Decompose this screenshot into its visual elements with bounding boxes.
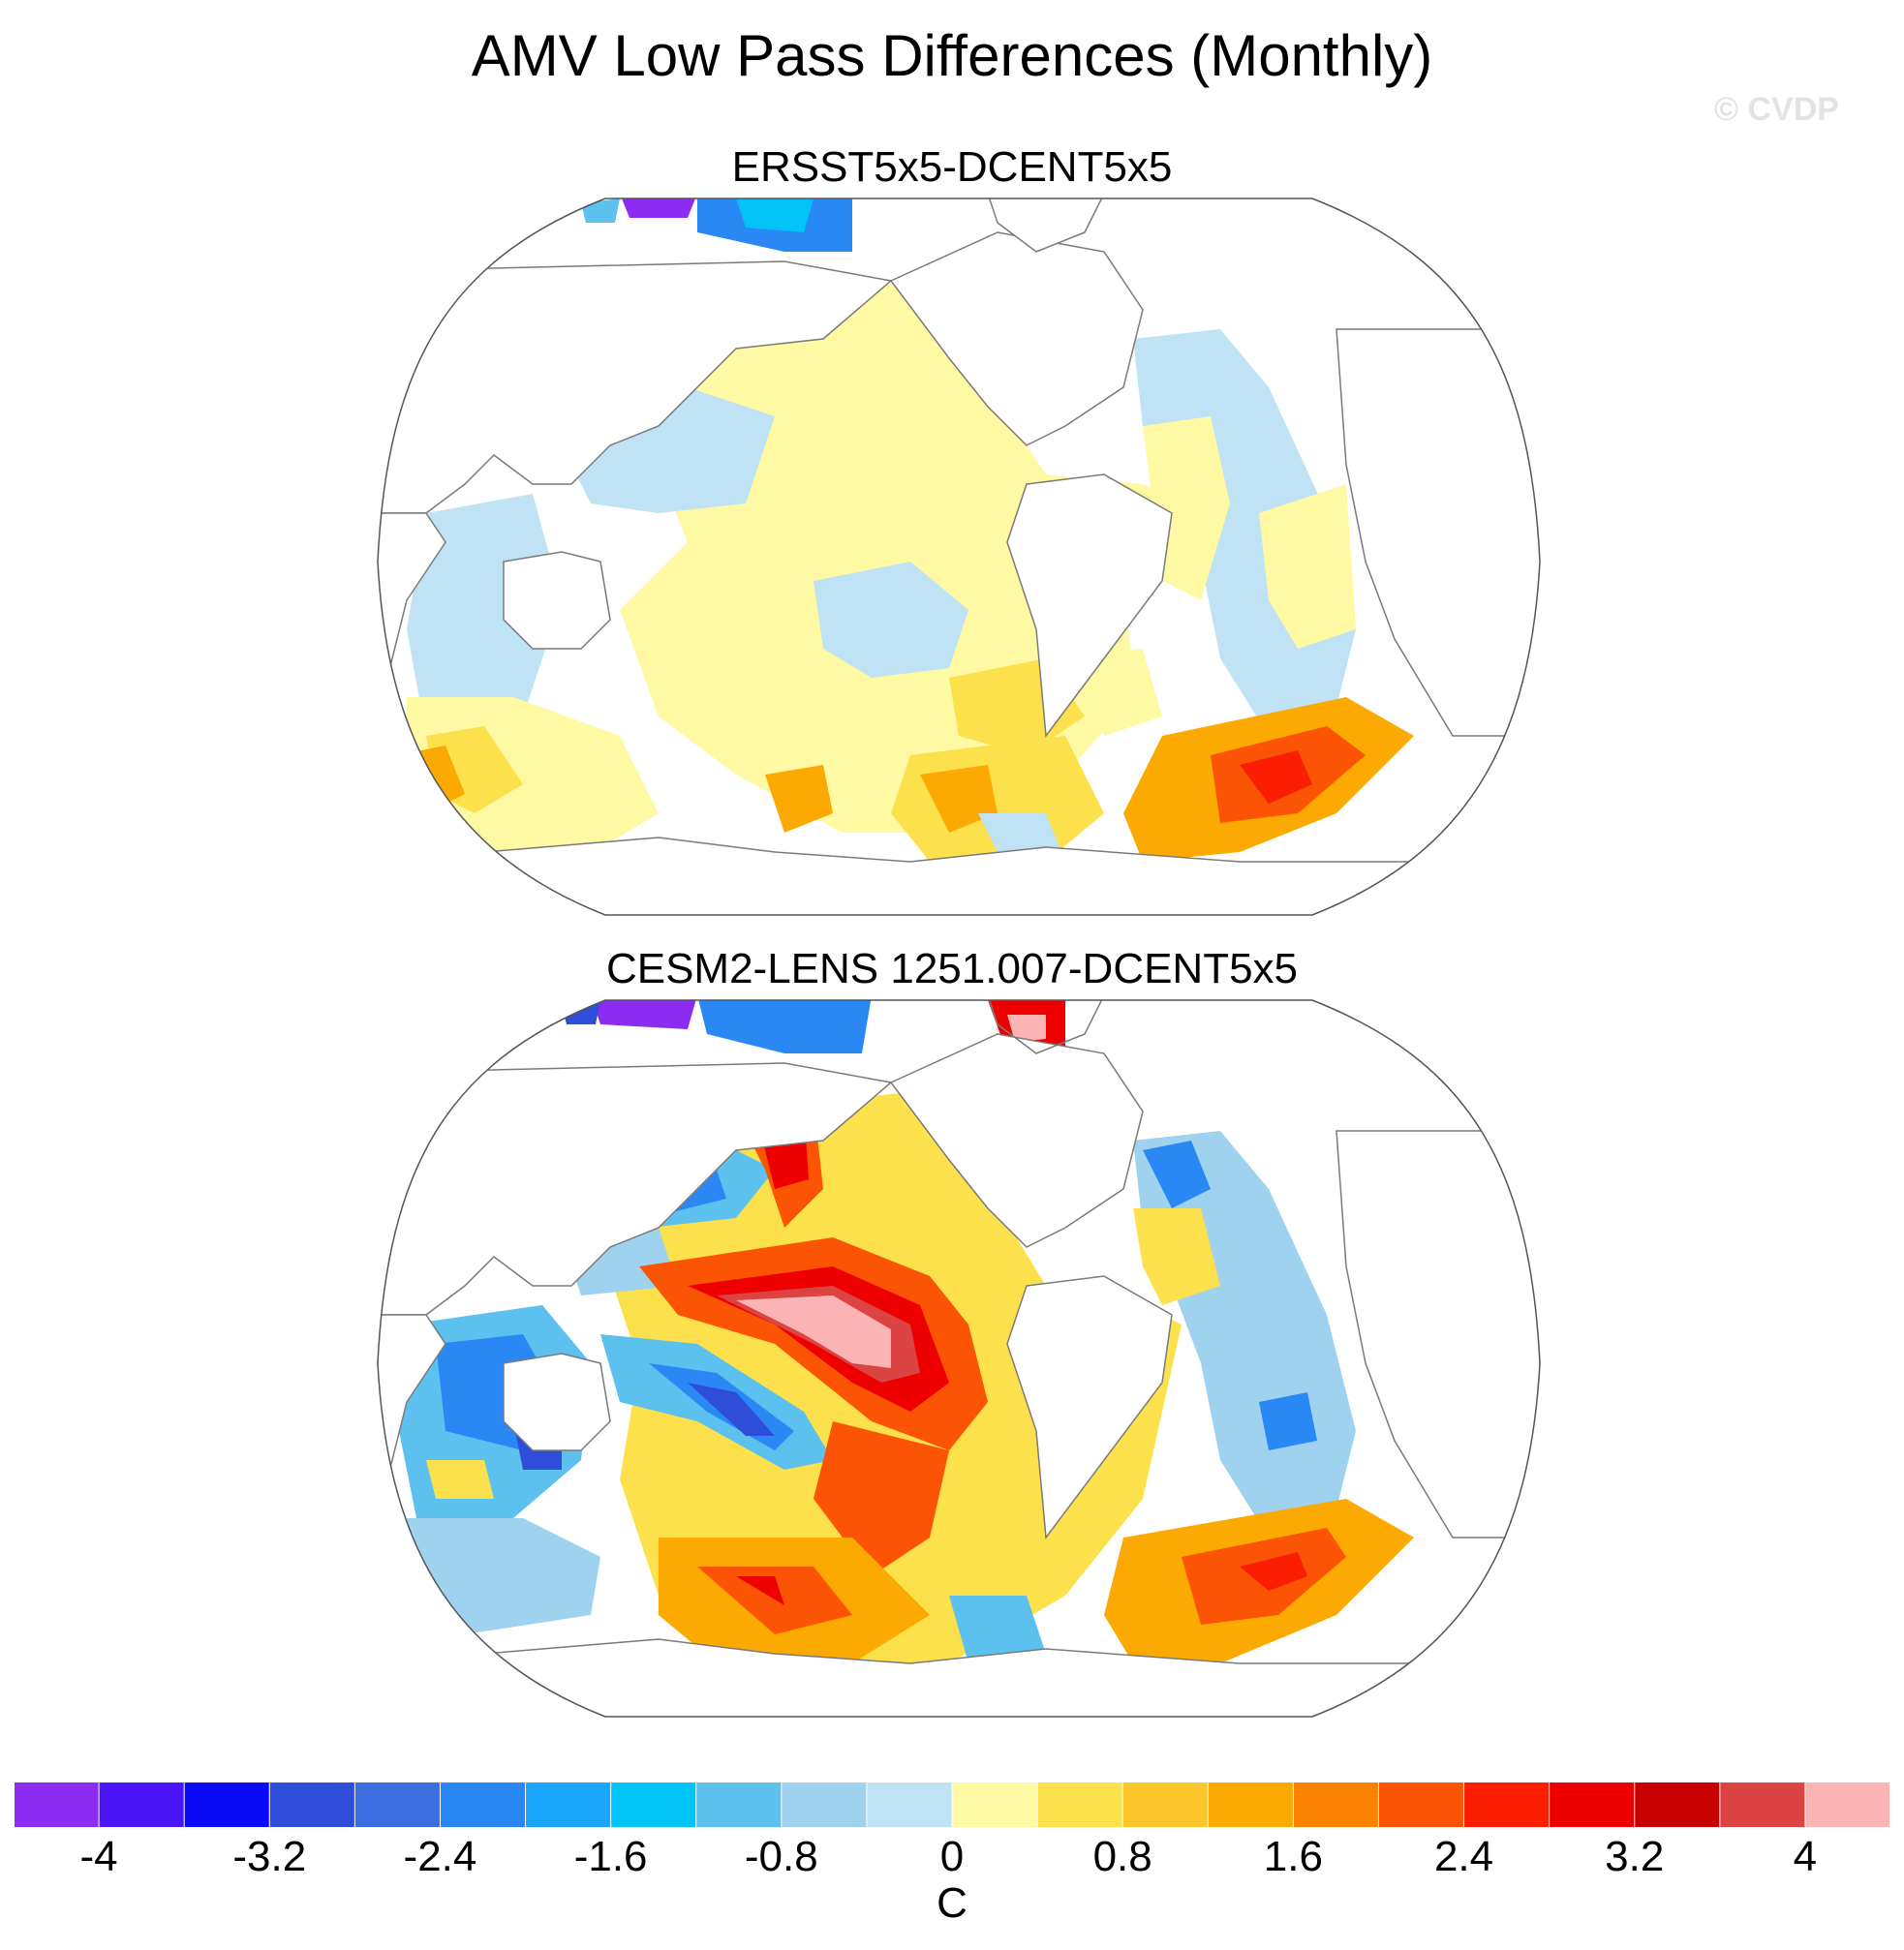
- colorbar-tick-label: -0.8: [744, 1833, 818, 1880]
- land-africa: [1336, 328, 1540, 737]
- colorbar-tick-label: 4: [1793, 1833, 1818, 1880]
- colorbar-swatch: [525, 1782, 612, 1828]
- colorbar-swatch: [1549, 1782, 1636, 1828]
- colorbar-swatch: [1463, 1782, 1551, 1828]
- colorbar-swatch: [1037, 1782, 1123, 1828]
- colorbar-tick-label: 0.8: [1092, 1833, 1152, 1880]
- panel-2-map: [377, 999, 1541, 1718]
- land-eurasia: [378, 1062, 893, 1316]
- colorbar-tick-label: 1.6: [1263, 1833, 1323, 1880]
- colorbar-swatch: [354, 1782, 441, 1828]
- colorbar-tick-label: 0: [939, 1833, 965, 1880]
- land-africa: [1336, 1130, 1540, 1539]
- land-greenland: [986, 1000, 1106, 1054]
- colorbar-swatch: [781, 1782, 868, 1828]
- colorbar-swatch: [1719, 1782, 1806, 1828]
- land-south-america: [1006, 1275, 1173, 1540]
- field-indian: [407, 494, 562, 736]
- panel-1-title: ERSST5x5-DCENT5x5: [731, 143, 1173, 191]
- colorbar-swatch: [1293, 1782, 1379, 1828]
- colorbar-swatch: [1378, 1782, 1465, 1828]
- panel-1-map: [377, 198, 1541, 916]
- colorbar-tick-label: -4: [79, 1833, 118, 1880]
- land-antarctica: [378, 1638, 1540, 1717]
- field-pacific-blue: [562, 387, 775, 513]
- land-eurasia: [378, 260, 893, 514]
- land-north-america: [889, 1033, 1144, 1248]
- land-australia: [503, 1353, 611, 1451]
- field-arctic-cold: [697, 1000, 872, 1053]
- land-australia: [503, 551, 611, 650]
- land-antarctica: [378, 837, 1540, 915]
- colorbar-swatch: [14, 1782, 100, 1828]
- colorbar-swatch: [695, 1782, 783, 1828]
- colorbar-swatch: [1804, 1782, 1890, 1828]
- colorbar: [14, 1782, 1890, 1828]
- colorbar-swatch: [1122, 1782, 1209, 1828]
- colorbar-swatch: [1208, 1782, 1294, 1828]
- colorbar-tick-label: -2.4: [403, 1833, 477, 1880]
- colorbar-swatch: [1634, 1782, 1721, 1828]
- colorbar-swatch: [952, 1782, 1038, 1828]
- colorbar-swatch: [184, 1782, 270, 1828]
- figure-title: AMV Low Pass Differences (Monthly): [471, 23, 1433, 88]
- colorbar-swatch: [269, 1782, 355, 1828]
- land-south-america: [1006, 473, 1173, 739]
- colorbar-tick-label: -1.6: [573, 1833, 648, 1880]
- land-greenland: [986, 198, 1106, 253]
- colorbar-units: C: [937, 1879, 967, 1927]
- cvdp-watermark: © CVDP: [1714, 91, 1839, 128]
- colorbar-swatch: [866, 1782, 953, 1828]
- colorbar-tick-label: 2.4: [1433, 1833, 1494, 1880]
- colorbar-swatch: [610, 1782, 697, 1828]
- colorbar-tick-label: 3.2: [1605, 1833, 1665, 1880]
- colorbar-tick-label: -3.2: [232, 1833, 307, 1880]
- colorbar-swatch: [440, 1782, 527, 1828]
- panel-2-title: CESM2-LENS 1251.007-DCENT5x5: [605, 945, 1299, 992]
- colorbar-swatch: [99, 1782, 185, 1828]
